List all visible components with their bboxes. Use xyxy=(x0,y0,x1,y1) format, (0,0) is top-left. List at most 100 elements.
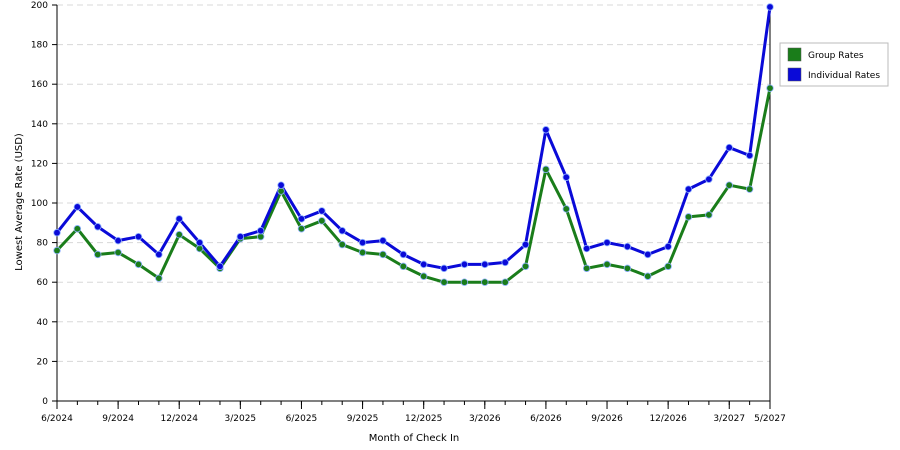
data-point-individual-rates xyxy=(338,227,346,235)
y-tick-label: 100 xyxy=(31,199,48,209)
data-point-individual-rates xyxy=(114,236,122,245)
data-point-individual-rates xyxy=(175,215,183,223)
data-point-individual-rates xyxy=(644,250,652,259)
y-tick-label: 180 xyxy=(31,41,48,51)
y-tick-label: 200 xyxy=(31,1,48,11)
y-tick-label: 80 xyxy=(37,239,49,249)
y-tick-label: 60 xyxy=(37,278,49,288)
data-point-group-rates xyxy=(501,278,509,286)
data-point-group-rates xyxy=(114,248,122,257)
data-point-group-rates xyxy=(379,250,387,259)
data-point-individual-rates xyxy=(318,207,326,215)
legend-swatch-group-rates xyxy=(787,47,802,62)
data-point-group-rates xyxy=(705,211,713,219)
legend-swatch-individual-rates xyxy=(787,67,802,82)
data-point-individual-rates xyxy=(705,175,713,183)
data-point-group-rates xyxy=(603,260,611,269)
data-point-group-rates xyxy=(419,272,428,280)
data-point-group-rates xyxy=(745,185,754,193)
data-point-individual-rates xyxy=(623,242,632,251)
data-point-group-rates xyxy=(664,262,672,271)
axes xyxy=(52,4,771,409)
data-point-individual-rates xyxy=(379,236,387,245)
data-point-individual-rates xyxy=(521,240,530,249)
data-point-group-rates xyxy=(725,181,733,189)
y-tick-labels: 0 20 40 60 80 100 120 140 160 180 200 xyxy=(31,1,48,407)
data-point-group-rates xyxy=(766,84,774,92)
data-point-group-rates xyxy=(644,272,652,280)
data-point-individual-rates xyxy=(664,242,672,251)
data-point-individual-rates xyxy=(399,250,408,259)
x-tick-label: 9/2026 xyxy=(591,414,623,424)
data-point-group-rates xyxy=(134,260,143,269)
series-points xyxy=(53,3,774,286)
data-point-individual-rates xyxy=(419,260,428,269)
series-line-group-rates xyxy=(55,87,772,284)
data-point-group-rates xyxy=(684,213,693,221)
x-tick-label: 9/2025 xyxy=(347,414,379,424)
data-point-individual-rates xyxy=(603,238,611,247)
data-point-individual-rates xyxy=(542,126,550,134)
series-line-individual-rates xyxy=(55,6,772,270)
data-point-group-rates xyxy=(399,262,408,271)
data-point-group-rates xyxy=(155,274,163,282)
data-point-individual-rates xyxy=(134,232,143,241)
x-tick-label: 3/2027 xyxy=(713,414,745,424)
data-point-group-rates xyxy=(562,205,570,213)
y-tick-label: 40 xyxy=(37,318,49,328)
x-tick-label: 6/2026 xyxy=(530,414,562,424)
x-tick-label: 3/2025 xyxy=(225,414,257,424)
data-point-individual-rates xyxy=(440,264,448,273)
data-point-group-rates xyxy=(521,262,530,271)
data-point-group-rates xyxy=(542,165,550,174)
data-point-individual-rates xyxy=(94,223,102,231)
data-point-group-rates xyxy=(53,246,61,255)
y-tick-label: 160 xyxy=(31,80,48,90)
data-point-group-rates xyxy=(623,264,632,273)
data-point-individual-rates xyxy=(562,173,570,181)
legend: Group Rates Individual Rates xyxy=(779,42,889,87)
data-point-individual-rates xyxy=(501,258,509,267)
data-point-individual-rates xyxy=(155,250,163,259)
grid-lines xyxy=(57,4,770,362)
x-tick-label: 5/2027 xyxy=(754,414,786,424)
y-tick-label: 0 xyxy=(42,397,48,407)
data-point-individual-rates xyxy=(460,260,469,269)
legend-label-group-rates: Group Rates xyxy=(808,51,864,61)
x-tick-labels: 6/2024 9/2024 12/2024 3/2025 6/2025 9/2025 12/… xyxy=(41,414,786,424)
x-tick-label: 6/2025 xyxy=(286,414,318,424)
y-axis-title: Lowest Average Rate (USD) xyxy=(14,133,25,271)
data-point-group-rates xyxy=(460,278,469,286)
data-point-group-rates xyxy=(94,250,102,259)
legend-label-individual-rates: Individual Rates xyxy=(808,71,880,81)
series-lines xyxy=(55,6,772,284)
data-point-group-rates xyxy=(175,230,183,239)
data-point-group-rates xyxy=(481,278,489,286)
data-point-individual-rates xyxy=(725,143,733,152)
x-tick-label: 12/2026 xyxy=(649,414,687,424)
y-tick-label: 140 xyxy=(31,120,48,130)
x-tick-label: 12/2024 xyxy=(161,414,199,424)
data-point-individual-rates xyxy=(481,260,489,269)
x-tick-label: 12/2025 xyxy=(405,414,442,424)
data-point-individual-rates xyxy=(582,244,591,253)
x-tick-label: 6/2024 xyxy=(41,414,73,424)
x-axis-title: Month of Check In xyxy=(369,433,460,444)
data-point-individual-rates xyxy=(53,228,61,237)
data-point-individual-rates xyxy=(195,238,204,247)
data-point-group-rates xyxy=(73,225,82,233)
data-point-individual-rates xyxy=(73,203,82,211)
y-tick-label: 20 xyxy=(37,357,49,367)
y-tick-label: 120 xyxy=(31,159,48,169)
data-point-group-rates xyxy=(338,240,346,249)
data-point-individual-rates xyxy=(358,238,367,247)
data-point-individual-rates xyxy=(216,262,224,271)
data-point-individual-rates xyxy=(277,181,285,189)
data-point-individual-rates xyxy=(684,185,693,193)
data-point-individual-rates xyxy=(257,227,265,235)
data-point-individual-rates xyxy=(745,151,754,160)
data-point-group-rates xyxy=(440,278,448,286)
x-tick-label: 3/2026 xyxy=(469,414,501,424)
